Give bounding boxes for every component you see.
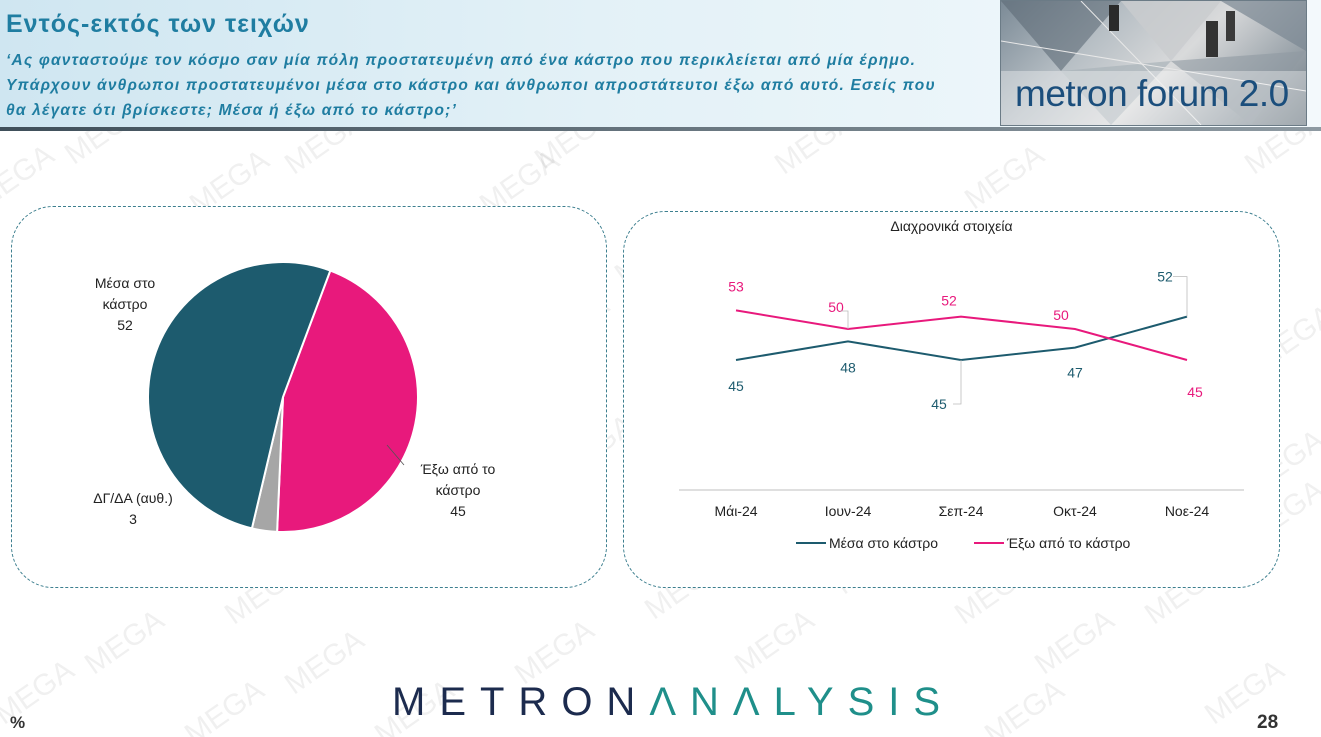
pie-label-outside-line1: Έξω από το [420,461,496,477]
pie-leader-line [386,444,405,466]
watermark-text: MEGA [979,673,1070,737]
pie-slice-outside [276,269,419,533]
pie-value-outside: 45 [450,503,466,519]
watermark-text: MEGA [729,603,820,681]
x-tick-label: Σεπ-24 [939,503,984,519]
unit-label: % [10,713,26,732]
series-line-inside [735,315,1188,362]
data-label: 45 [1187,384,1203,400]
page-title: Εντός-εκτός των τειχών [6,10,310,38]
watermark-text: MEGA [1029,603,1120,681]
line-chart-panel: Διαχρονικά στοιχεία Μάι-24 Ιουν-24 Σεπ-24 Ο… [623,211,1280,588]
x-tick-label: Νοε-24 [1165,503,1210,519]
watermark-text: MEGA [279,623,370,701]
data-label: 47 [1067,365,1083,381]
metron-forum-logo: metron forum 2.0 [1000,0,1307,126]
header-banner: Εντός-εκτός των τειχών ‘Ας φανταστούμε τ… [0,0,1321,128]
page-number: 28 [1257,712,1279,733]
logo-text: metron forum 2.0 [1015,73,1289,114]
pie-slice-inside [147,261,332,530]
pie-value-inside: 52 [117,317,133,333]
label-leader-line [840,310,849,329]
header-divider [0,127,1321,131]
data-label: 45 [931,396,947,412]
x-tick-label: Ιουν-24 [825,503,872,519]
legend-label: Μέσα στο κάστρο [829,535,938,551]
x-tick-label: Μάι-24 [714,503,757,519]
brand-part1: METRON [392,680,650,724]
pie-chart [147,261,419,533]
pie-label-inside-line2: κάστρο [102,296,148,312]
pie-chart-panel: Μέσα στο κάστρο 52 Έξω από το κάστρο 45 … [11,206,607,588]
watermark-text: MEGA [959,138,1050,216]
pie-label-inside: Μέσα στο κάστρο 52 [70,273,180,336]
pie-label-outside-line2: κάστρο [435,482,481,498]
question-text: ‘Ας φανταστούμε τον κόσμο σαν μία πόλη π… [6,52,936,119]
watermark-text: MEGA [0,138,60,216]
pie-value-dk: 3 [129,511,137,527]
data-label: 53 [728,278,744,294]
pie-label-inside-line1: Μέσα στο [94,275,156,291]
label-leader-line [1173,276,1188,317]
series-line-outside [735,309,1188,361]
watermark-text: MEGA [79,603,170,681]
data-label: 52 [941,293,957,309]
legend-label: Έξω από το κάστρο [1006,535,1131,551]
logo-background-image [1001,1,1306,125]
pie-label-dk-line1: ΔΓ/ΔΑ (αυθ.) [93,490,173,506]
x-tick-label: Οκτ-24 [1053,503,1097,519]
line-chart: Μάι-24 Ιουν-24 Σεπ-24 Οκτ-24 Νοε-24 45 48 45 47 5… [679,269,1244,551]
pie-label-outside: Έξω από το κάστρο 45 [403,459,513,522]
data-label: 48 [840,359,856,375]
data-label: 50 [1053,307,1069,323]
data-label: 52 [1157,269,1173,285]
pie-label-dk: ΔΓ/ΔΑ (αυθ.) 3 [74,488,192,530]
label-leader-line [953,360,962,405]
data-label: 45 [728,378,744,394]
line-chart-title: Διαχρονικά στοιχεία [890,218,1013,234]
metron-analysis-logo: METRONΛNΛLYSIS [392,680,954,725]
data-label: 50 [828,299,844,315]
brand-part2: ΛNΛLYSIS [649,680,955,724]
watermark-text: MEGA [179,673,270,737]
